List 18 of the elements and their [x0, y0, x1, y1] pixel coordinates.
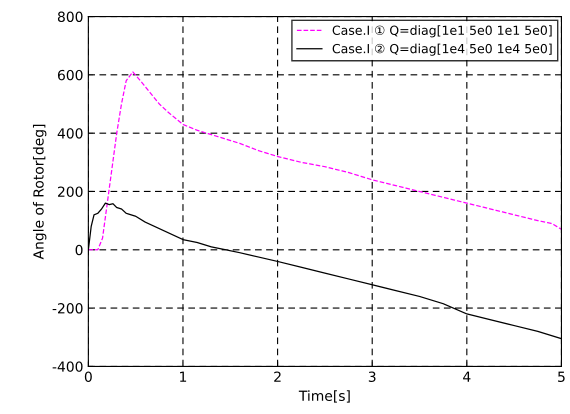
- x-tick-label: 5: [558, 372, 565, 382]
- y-tick-label: -200: [52, 303, 83, 314]
- x-tick-label: 1: [180, 372, 186, 382]
- y-tick-label: 0: [76, 244, 83, 256]
- y-tick-label: 400: [58, 128, 83, 139]
- y-tick-label: 800: [58, 12, 83, 22]
- y-axis-title: Angle of Rotor[deg]: [32, 124, 46, 260]
- x-tick-label: 0: [84, 371, 92, 382]
- x-tick-label: 3: [368, 371, 376, 382]
- legend-label: Case.Ⅰ ② Q=diag[1e4 5e0 1e4 5e0]: [332, 44, 552, 56]
- y-tick-label: -400: [52, 361, 83, 372]
- x-tick-label: 2: [274, 371, 281, 382]
- y-tick-label: 200: [58, 186, 83, 197]
- x-tick-label: 4: [463, 372, 470, 382]
- y-tick-label: 600: [58, 70, 83, 80]
- legend-label: Case.Ⅰ ① Q=diag[1e1 5e0 1e1 5e0]: [332, 25, 552, 38]
- line-series: [88, 71, 562, 250]
- x-axis-title: Time[s]: [298, 390, 350, 403]
